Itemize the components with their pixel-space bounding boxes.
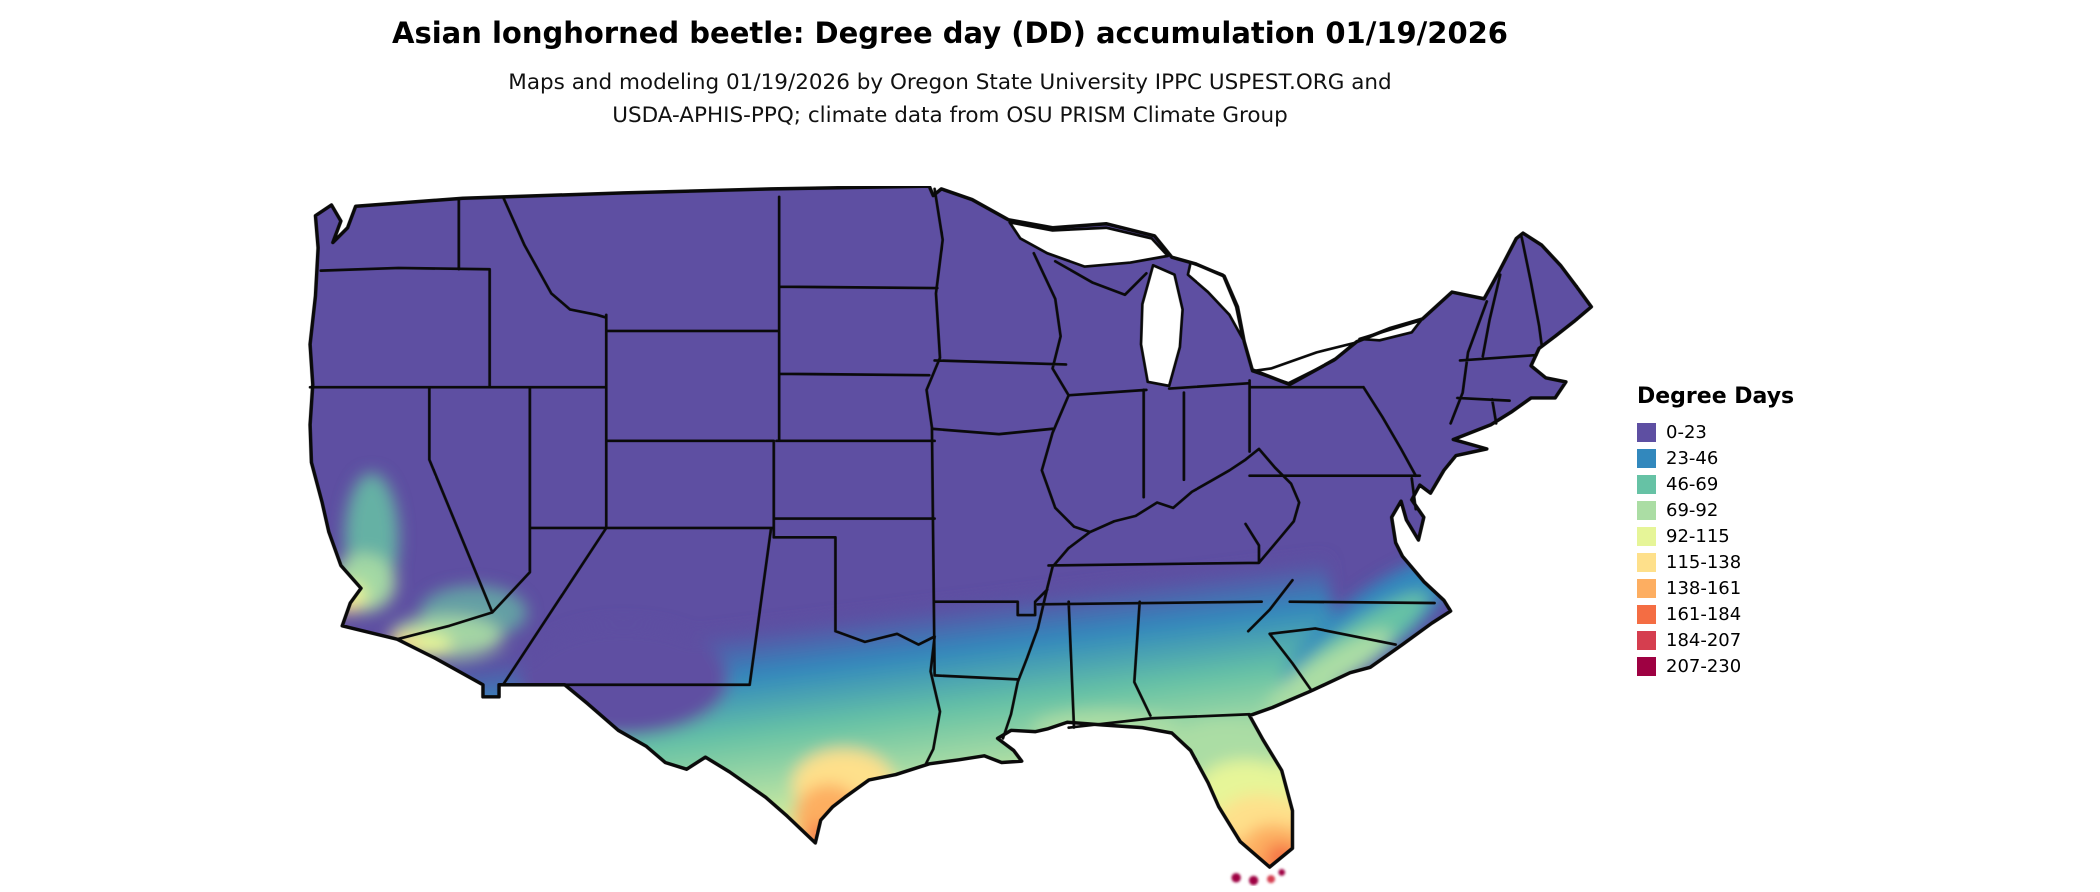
legend-item: 0-23 <box>1637 419 1794 445</box>
legend-item: 138-161 <box>1637 575 1794 601</box>
legend-item-label: 161-184 <box>1666 603 1742 625</box>
legend-swatch <box>1637 604 1656 624</box>
legend-item-label: 138-161 <box>1666 577 1742 599</box>
legend-swatch <box>1637 656 1656 676</box>
great-lakes <box>1008 221 1423 388</box>
legend-item-label: 46-69 <box>1666 473 1719 495</box>
legend-item: 46-69 <box>1637 471 1794 497</box>
legend-swatch <box>1637 578 1656 598</box>
legend-swatch <box>1637 630 1656 650</box>
subtitle-line-1: Maps and modeling 01/19/2026 by Oregon S… <box>508 70 1392 95</box>
us-outline <box>308 186 1594 869</box>
legend-item-label: 92-115 <box>1666 525 1730 547</box>
legend-items: 0-23 23-46 46-69 69-92 92-115 <box>1637 419 1794 679</box>
lake-superior <box>1008 221 1170 268</box>
legend-item-label: 0-23 <box>1666 421 1707 443</box>
legend-swatch <box>1637 500 1656 520</box>
legend-item-label: 69-92 <box>1666 499 1719 521</box>
degree-day-raster <box>310 186 1592 868</box>
florida-keys <box>1231 869 1286 886</box>
lake-michigan <box>1139 263 1184 388</box>
state-borders <box>308 187 1544 767</box>
subtitle: Maps and modeling 01/19/2026 by Oregon S… <box>0 66 1900 133</box>
legend-swatch <box>1637 552 1656 572</box>
page-title: Asian longhorned beetle: Degree day (DD)… <box>392 16 1508 50</box>
legend-item: 115-138 <box>1637 549 1794 575</box>
legend-item: 23-46 <box>1637 445 1794 471</box>
legend-item: 69-92 <box>1637 497 1794 523</box>
us-map-svg <box>308 186 1594 886</box>
legend-swatch <box>1637 526 1656 546</box>
legend-item: 92-115 <box>1637 523 1794 549</box>
legend: Degree Days 0-23 23-46 46-69 69-92 <box>1637 384 1794 679</box>
legend-item: 161-184 <box>1637 601 1794 627</box>
legend-item-label: 115-138 <box>1666 551 1742 573</box>
legend-title: Degree Days <box>1637 384 1795 409</box>
legend-swatch <box>1637 448 1656 468</box>
legend-swatch <box>1637 474 1656 494</box>
legend-item: 184-207 <box>1637 627 1794 653</box>
legend-swatch <box>1637 422 1656 442</box>
legend-item-label: 23-46 <box>1666 447 1719 469</box>
legend-item-label: 207-230 <box>1666 655 1742 677</box>
figure-header: Asian longhorned beetle: Degree day (DD)… <box>0 16 1900 133</box>
subtitle-line-2: USDA-APHIS-PPQ; climate data from OSU PR… <box>612 103 1288 129</box>
legend-item-label: 184-207 <box>1666 629 1742 651</box>
legend-item: 207-230 <box>1637 653 1794 679</box>
us-degree-day-map <box>302 186 1594 886</box>
